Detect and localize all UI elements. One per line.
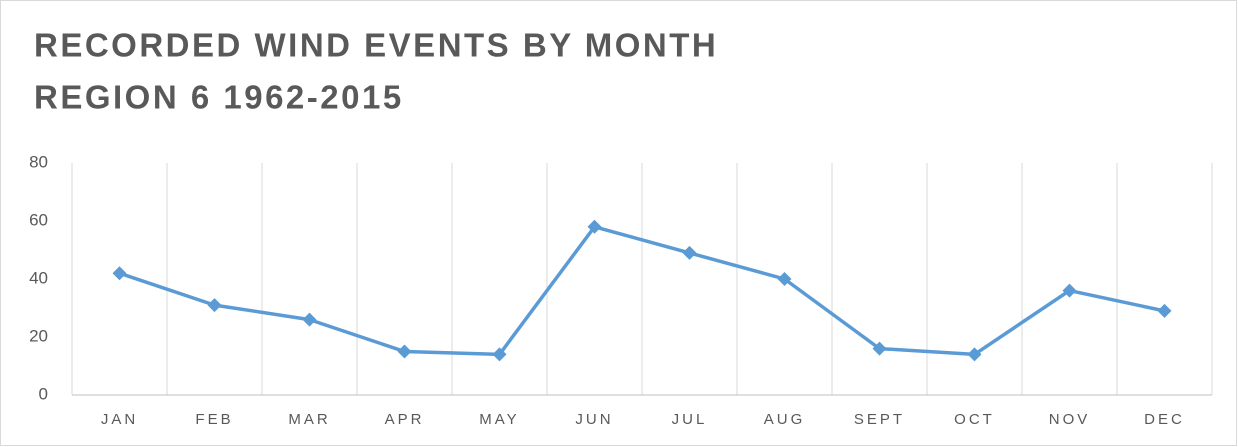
x-tick-label: OCT [954,411,995,428]
marker [302,312,317,327]
x-tick-label: JAN [101,411,138,428]
x-tick-label: JUL [672,411,708,428]
marker [777,272,792,286]
x-tick-label: FEB [195,411,233,428]
y-tick-label: 40 [29,268,48,287]
chart-title: RECORDED WIND EVENTS BY MONTH [34,27,718,64]
x-tick-label: APR [385,411,425,428]
y-tick-label: 0 [39,384,48,403]
y-tick-label: 80 [29,152,48,171]
y-tick-label: 20 [29,326,48,345]
series-line [118,225,1165,357]
x-tick-label: MAY [479,411,519,428]
x-tick-label: MAR [288,411,330,428]
marker [967,347,982,362]
marker [397,344,412,359]
marker [872,341,887,356]
marker [1062,283,1077,298]
x-tick-label: AUG [764,411,806,428]
marker [1157,303,1172,318]
x-tick-label: SEPT [854,411,905,428]
marker [682,245,697,260]
x-tick-label: DEC [1144,411,1185,428]
marker [112,266,127,281]
marker [207,298,222,313]
x-tick-label: JUN [575,411,613,428]
marker [492,347,507,362]
y-tick-label: 60 [29,210,48,229]
chart-subtitle: REGION 6 1962-2015 [34,79,404,116]
x-tick-label: NOV [1049,411,1091,428]
marker [587,219,602,234]
